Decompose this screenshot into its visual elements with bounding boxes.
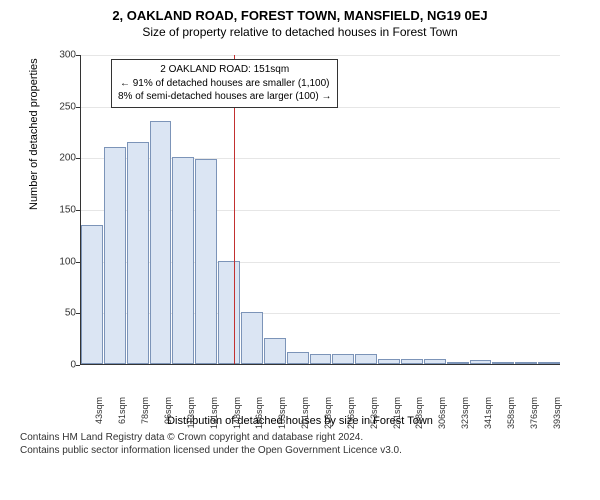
y-tick-label: 200 <box>54 153 76 164</box>
page-subtitle: Size of property relative to detached ho… <box>142 25 457 39</box>
histogram-bar <box>241 312 263 364</box>
y-tick-label: 100 <box>54 256 76 267</box>
histogram-bar <box>378 359 400 364</box>
histogram-bar <box>264 338 286 364</box>
x-tick-label: 393sqm <box>552 397 562 429</box>
histogram-bar <box>195 159 217 364</box>
y-tick-mark <box>76 313 80 314</box>
x-tick-label: 306sqm <box>437 397 447 429</box>
annotation-box: 2 OAKLAND ROAD: 151sqm← 91% of detached … <box>111 59 338 108</box>
y-tick-mark <box>76 55 80 56</box>
histogram-bar <box>81 225 103 365</box>
x-tick-label: 288sqm <box>414 397 424 429</box>
x-tick-label: 201sqm <box>300 397 310 429</box>
y-tick-mark <box>76 158 80 159</box>
histogram-bar <box>332 354 354 364</box>
histogram-bar <box>150 121 172 364</box>
footer-line-2: Contains public sector information licen… <box>20 444 580 457</box>
histogram-bar <box>127 142 149 364</box>
y-tick-mark <box>76 262 80 263</box>
y-axis-label: Number of detached properties <box>28 58 40 210</box>
y-tick-mark <box>76 365 80 366</box>
y-tick-label: 250 <box>54 101 76 112</box>
histogram-bar <box>515 362 537 364</box>
x-tick-label: 148sqm <box>232 397 242 429</box>
page-title: 2, OAKLAND ROAD, FOREST TOWN, MANSFIELD,… <box>112 8 487 23</box>
y-tick-label: 0 <box>54 360 76 371</box>
y-tick-label: 300 <box>54 50 76 61</box>
x-tick-label: 113sqm <box>186 397 196 428</box>
histogram-bar <box>218 261 240 364</box>
histogram-bar <box>447 362 469 364</box>
histogram-bar <box>538 362 560 364</box>
histogram-bar <box>492 362 514 364</box>
attribution-footer: Contains HM Land Registry data © Crown c… <box>20 431 580 457</box>
x-tick-label: 43sqm <box>94 397 104 424</box>
histogram-bar <box>355 354 377 364</box>
x-tick-label: 253sqm <box>369 397 379 429</box>
x-tick-label: 78sqm <box>140 397 150 424</box>
x-tick-label: 183sqm <box>277 397 287 429</box>
histogram-bar <box>172 157 194 364</box>
x-tick-label: 131sqm <box>209 397 219 429</box>
histogram-bar <box>424 359 446 364</box>
x-tick-label: 166sqm <box>254 397 264 429</box>
x-tick-label: 96sqm <box>163 397 173 424</box>
x-tick-label: 358sqm <box>506 397 516 429</box>
y-tick-label: 150 <box>54 205 76 216</box>
annotation-line-2: ← 91% of detached houses are smaller (1,… <box>118 77 331 91</box>
x-tick-label: 61sqm <box>117 397 127 424</box>
grid-line <box>81 55 560 56</box>
histogram-bar <box>104 147 126 364</box>
annotation-line-1: 2 OAKLAND ROAD: 151sqm <box>118 63 331 77</box>
x-tick-label: 376sqm <box>529 397 539 429</box>
histogram-bar <box>287 352 309 364</box>
histogram-bar <box>401 359 423 364</box>
x-tick-label: 323sqm <box>460 397 470 429</box>
y-tick-mark <box>76 107 80 108</box>
histogram-chart: Number of detached properties 2 OAKLAND … <box>20 45 580 425</box>
histogram-bar <box>310 354 332 364</box>
histogram-bar <box>470 360 492 364</box>
x-tick-label: 271sqm <box>392 397 402 429</box>
annotation-line-3: 8% of semi-detached houses are larger (1… <box>118 90 331 104</box>
x-tick-label: 218sqm <box>323 397 333 429</box>
footer-line-1: Contains HM Land Registry data © Crown c… <box>20 431 580 444</box>
y-tick-mark <box>76 210 80 211</box>
x-tick-label: 236sqm <box>346 397 356 429</box>
x-tick-label: 341sqm <box>483 397 493 429</box>
y-tick-label: 50 <box>54 308 76 319</box>
plot-area: 2 OAKLAND ROAD: 151sqm← 91% of detached … <box>80 55 560 365</box>
